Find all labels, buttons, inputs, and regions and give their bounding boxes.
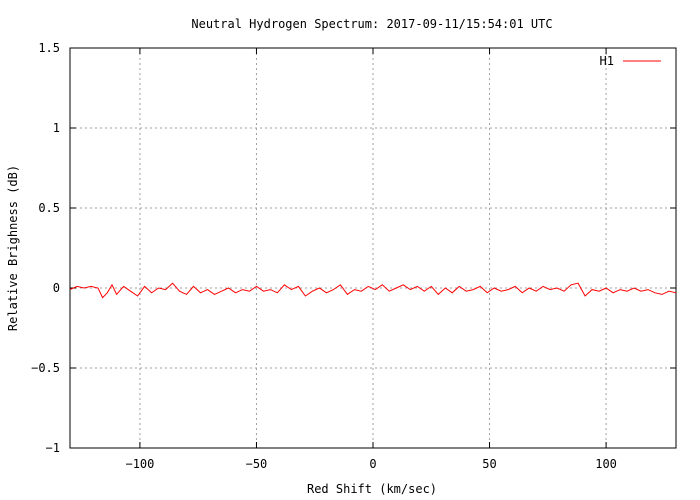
x-axis-label: Red Shift (km/sec) <box>307 482 437 496</box>
x-tick-label: 100 <box>595 457 617 471</box>
y-axis-label: Relative Brighness (dB) <box>6 165 20 331</box>
y-tick-label: 0 <box>53 281 60 295</box>
x-tick-labels: −100 −50 0 50 100 <box>125 457 616 471</box>
x-tick-label: −100 <box>125 457 154 471</box>
y-tick-labels: −1 −0.5 0 0.5 1 1.5 <box>31 41 60 455</box>
y-tick-label: 1 <box>53 121 60 135</box>
x-tick-label: 50 <box>482 457 496 471</box>
series-line-h1 <box>69 282 677 299</box>
chart-title: Neutral Hydrogen Spectrum: 2017-09-11/15… <box>191 17 552 31</box>
y-tick-label: −1 <box>46 441 60 455</box>
y-tick-label: −0.5 <box>31 361 60 375</box>
x-tick-label: 0 <box>369 457 376 471</box>
grid-lines <box>70 48 676 448</box>
series-layer <box>69 282 677 299</box>
legend: H1 <box>600 54 661 68</box>
y-tick-label: 1.5 <box>38 41 60 55</box>
x-tick-label: −50 <box>246 457 268 471</box>
y-tick-label: 0.5 <box>38 201 60 215</box>
legend-label-h1: H1 <box>600 54 614 68</box>
